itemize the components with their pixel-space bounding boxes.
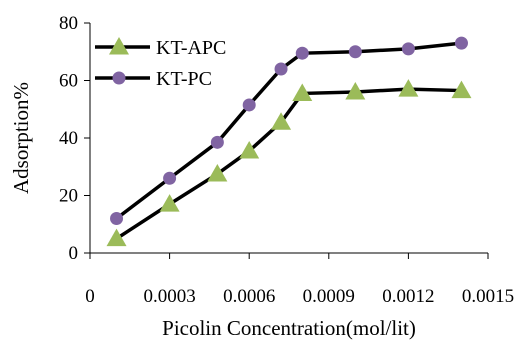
legend-item: KT-PC [95, 68, 212, 90]
data-point [295, 46, 309, 60]
x-tick-label: 0.0006 [223, 286, 275, 307]
legend-swatch-marker [112, 71, 126, 85]
data-point [292, 83, 313, 101]
y-axis-ticks: 0 20 40 60 80 [59, 13, 90, 264]
x-tick-label: 0.0003 [143, 286, 195, 307]
data-point [163, 171, 177, 185]
y-tick-label: 80 [59, 13, 78, 34]
y-axis-title: Adsorption% [9, 82, 33, 194]
data-point [401, 42, 415, 56]
y-tick-label: 0 [69, 243, 79, 264]
series-kt-apc [106, 79, 472, 247]
data-point [454, 36, 468, 50]
data-point [398, 79, 419, 97]
y-tick-label: 20 [59, 186, 78, 207]
data-point [106, 228, 127, 247]
series-line [115, 87, 462, 241]
data-point [345, 82, 366, 100]
x-axis-title: Picolin Concentration(mol/lit) [162, 316, 416, 340]
legend-item: KT-APC [95, 37, 226, 59]
data-point [207, 163, 228, 182]
data-point [451, 80, 472, 99]
legend-label: KT-APC [156, 37, 226, 59]
series-kt-pc [110, 36, 468, 225]
data-point [159, 194, 180, 212]
data-point [274, 62, 288, 76]
x-axis-ticks: 0 0.0003 0.0006 0.0009 0.0012 0.0015 [85, 253, 514, 307]
data-point [271, 112, 292, 130]
y-tick-label: 60 [59, 71, 78, 92]
x-tick-label: 0.0009 [303, 286, 355, 307]
data-point [239, 140, 260, 159]
data-point [210, 135, 224, 149]
x-tick-label: 0.0012 [382, 286, 434, 307]
series-layer [106, 36, 472, 247]
legend: KT-APC KT-PC [95, 37, 226, 90]
data-point [242, 98, 256, 112]
x-tick-label: 0.0015 [462, 286, 514, 307]
legend-label: KT-PC [156, 68, 212, 90]
data-point [348, 45, 362, 59]
data-point [110, 212, 124, 225]
legend-swatch-marker [109, 37, 129, 55]
y-tick-label: 40 [59, 128, 78, 149]
x-tick-label: 0 [85, 286, 95, 307]
